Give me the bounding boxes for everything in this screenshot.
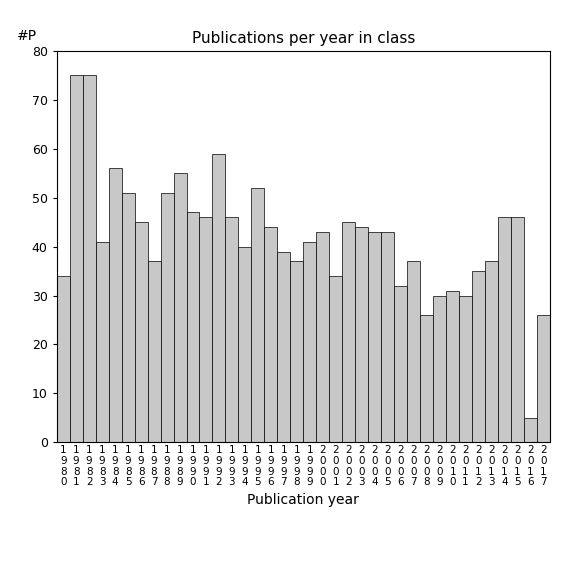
Bar [511, 217, 524, 442]
Bar [70, 75, 83, 442]
Bar [303, 242, 316, 442]
Bar [200, 217, 213, 442]
Bar [537, 315, 550, 442]
Bar [147, 261, 160, 442]
Bar [134, 222, 147, 442]
Bar [213, 154, 226, 442]
Bar [290, 261, 303, 442]
Bar [121, 193, 134, 442]
Bar [381, 232, 394, 442]
Bar [239, 247, 251, 442]
Bar [498, 217, 511, 442]
Bar [407, 261, 420, 442]
X-axis label: Publication year: Publication year [247, 493, 359, 507]
Bar [96, 242, 109, 442]
Bar [459, 295, 472, 442]
Bar [57, 276, 70, 442]
Bar [342, 222, 356, 442]
Bar [251, 188, 264, 442]
Bar [433, 295, 446, 442]
Bar [174, 174, 187, 442]
Title: Publications per year in class: Publications per year in class [192, 31, 415, 46]
Bar [187, 213, 200, 442]
Bar [394, 286, 407, 442]
Bar [356, 227, 368, 442]
Bar [264, 227, 277, 442]
Bar [329, 276, 342, 442]
Bar [420, 315, 433, 442]
Bar [485, 261, 498, 442]
Bar [160, 193, 174, 442]
Bar [83, 75, 96, 442]
Bar [446, 291, 459, 442]
Bar [277, 252, 290, 442]
Bar [226, 217, 239, 442]
Bar [524, 418, 537, 442]
Text: #P: #P [17, 29, 37, 43]
Bar [472, 271, 485, 442]
Bar [316, 232, 329, 442]
Bar [109, 168, 121, 442]
Bar [368, 232, 381, 442]
